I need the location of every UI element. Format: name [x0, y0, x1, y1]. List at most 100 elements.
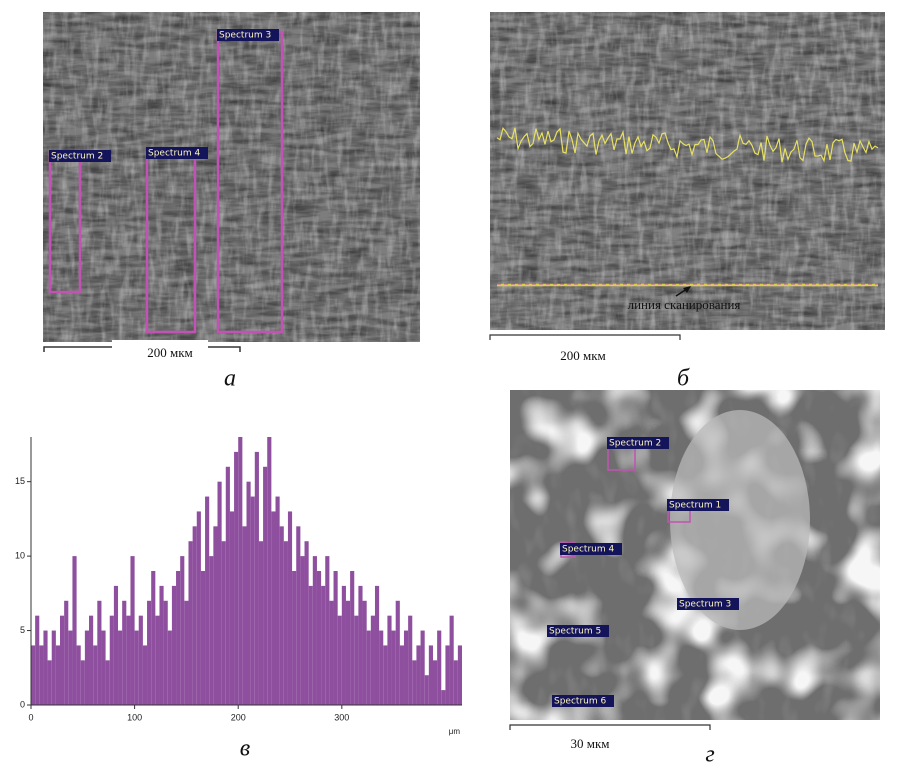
bar: [93, 645, 98, 705]
bar: [105, 660, 110, 705]
spectrum-label: Spectrum 4: [148, 149, 200, 159]
bar: [333, 571, 338, 705]
bar: [39, 645, 44, 705]
spectrum-label: Spectrum 3: [219, 31, 271, 41]
panel-b: линия сканирования 200 мкм б: [489, 12, 885, 392]
bar: [126, 615, 131, 705]
bar: [234, 451, 239, 705]
bar: [428, 645, 433, 705]
spectrum-label: Spectrum 3: [679, 600, 731, 610]
scale-label: 200 мкм: [147, 345, 193, 360]
bar: [420, 630, 425, 705]
bar: [229, 511, 235, 705]
bar: [432, 660, 438, 705]
bar: [437, 630, 442, 705]
bar: [60, 615, 65, 705]
arrow-head: [683, 286, 691, 293]
y-tick-label: 5: [20, 625, 25, 635]
spectrum-label: Spectrum 1: [669, 501, 721, 511]
bar: [412, 660, 417, 705]
bar: [180, 556, 185, 705]
scale-label: 30 мкм: [570, 736, 609, 751]
y-tick-label: 15: [15, 476, 25, 486]
phase: [670, 410, 810, 630]
bar: [370, 615, 375, 705]
bar: [316, 571, 322, 705]
spectrum-label: Spectrum 4: [562, 545, 614, 555]
label-bg: [217, 29, 279, 41]
bar: [254, 451, 259, 705]
x-tick-label: 0: [28, 712, 33, 722]
bar: [387, 615, 392, 705]
bar: [453, 660, 458, 705]
bar: [341, 585, 346, 705]
bar: [163, 600, 168, 705]
label-bg: [667, 499, 729, 511]
bar: [337, 615, 342, 705]
bar: [43, 630, 48, 705]
bar: [300, 556, 305, 705]
scale-bar: [489, 334, 681, 340]
bar: [68, 630, 73, 705]
bar: [196, 511, 201, 705]
bar: [395, 600, 400, 705]
panel-letter: в: [240, 736, 250, 762]
bar: [171, 585, 177, 705]
bar: [159, 585, 164, 705]
bar: [287, 511, 293, 705]
bar: [258, 541, 264, 705]
label-bg: [552, 695, 614, 707]
bar: [445, 645, 450, 705]
bar: [76, 645, 81, 705]
bar: [416, 645, 421, 705]
spectrum-label: Spectrum 5: [549, 627, 601, 637]
bar: [72, 556, 77, 705]
bar: [80, 660, 85, 705]
x-tick-label: 100: [127, 712, 142, 722]
bar: [321, 585, 326, 705]
bar: [424, 675, 429, 705]
spectrum-label: Spectrum 6: [554, 697, 606, 707]
bar: [64, 600, 69, 705]
x-tick-label: 200: [231, 712, 246, 722]
bar: [118, 630, 123, 705]
bar: [31, 645, 36, 705]
bar: [312, 556, 317, 705]
bar: [130, 556, 135, 705]
scale-bg: [112, 340, 208, 366]
label-bg: [146, 147, 208, 159]
bar: [362, 600, 367, 705]
bar: [84, 630, 90, 705]
texture: [490, 12, 885, 330]
bar: [89, 615, 94, 705]
scale-label: 200 мкм: [560, 348, 606, 363]
bar: [134, 630, 139, 705]
bar: [200, 571, 206, 705]
scale-bar: [509, 724, 711, 730]
bar: [242, 526, 247, 705]
bar: [283, 541, 288, 705]
bar: [296, 526, 301, 705]
panel-letter: б: [677, 366, 690, 392]
bar: [176, 571, 181, 705]
scan-profile: [496, 126, 879, 163]
bar: [308, 585, 313, 705]
label-bg: [547, 625, 609, 637]
bar: [325, 556, 330, 705]
bar: [192, 526, 197, 705]
bar: [304, 541, 309, 705]
bar: [55, 645, 61, 705]
spectrum-label: Spectrum 2: [609, 439, 661, 449]
bar: [184, 600, 189, 705]
bar: [97, 600, 102, 705]
bar: [275, 496, 280, 705]
label-bg: [49, 150, 111, 162]
label-bg: [677, 598, 739, 610]
bar: [263, 466, 268, 705]
panel-letter: а: [224, 366, 236, 392]
bar: [383, 645, 388, 705]
bar: [366, 630, 371, 705]
bar: [221, 541, 226, 705]
bar: [374, 585, 380, 705]
